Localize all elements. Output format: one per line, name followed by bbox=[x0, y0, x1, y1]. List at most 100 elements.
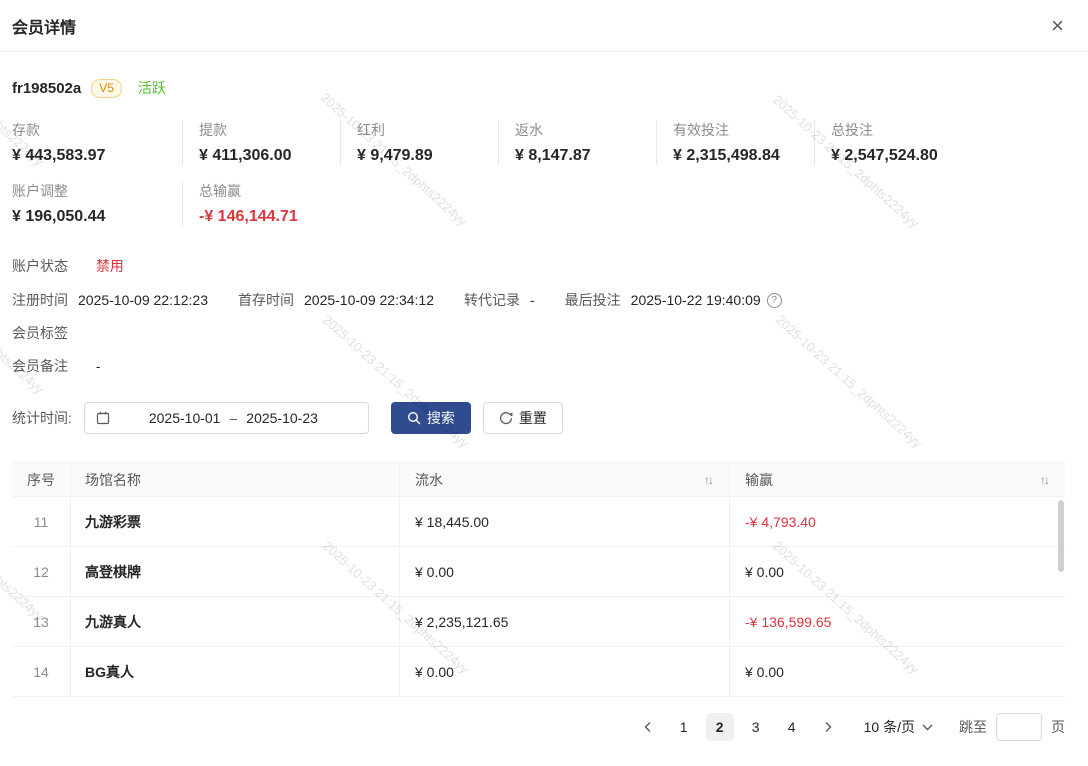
table-row: 12 高登棋牌 ¥ 0.00 ¥ 0.00 bbox=[12, 547, 1065, 597]
date-separator: – bbox=[229, 410, 238, 426]
close-icon[interactable]: × bbox=[1051, 12, 1064, 38]
page-size-select[interactable]: 10 条/页 bbox=[864, 717, 933, 737]
cell-turnover: ¥ 2,235,121.65 bbox=[400, 597, 730, 646]
member-summary: fr198502a V5 活跃 bbox=[12, 78, 1065, 98]
cell-turnover: ¥ 0.00 bbox=[400, 547, 730, 596]
dialog-body: fr198502a V5 活跃 存款 ¥ 443,583.97 提款 ¥ 411… bbox=[0, 78, 1088, 741]
venue-stats-table: 序号 场馆名称 流水 ↑↓ 输赢 ↑↓ 11 九游彩票 ¥ 18,445.00 … bbox=[12, 462, 1065, 697]
stat-deposit: 存款 ¥ 443,583.97 bbox=[12, 120, 182, 165]
stats-panel: 存款 ¥ 443,583.97 提款 ¥ 411,306.00 红利 ¥ 9,4… bbox=[12, 120, 1065, 226]
page-title: 会员详情 bbox=[12, 19, 77, 37]
page-button-1[interactable]: 1 bbox=[679, 719, 688, 735]
stat-total-bets: 总投注 ¥ 2,547,524.80 bbox=[814, 120, 972, 165]
page-jump: 跳至 页 bbox=[959, 713, 1065, 741]
table-row: 11 九游彩票 ¥ 18,445.00 -¥ 4,793.40 bbox=[12, 497, 1065, 547]
cell-seq: 11 bbox=[12, 497, 71, 546]
member-id: fr198502a bbox=[12, 79, 82, 97]
page-button-4[interactable]: 4 bbox=[787, 719, 796, 735]
stat-label: 总输赢 bbox=[199, 183, 241, 199]
last-bet-time: 最后投注 2025-10-22 19:40:09 ? bbox=[565, 290, 782, 310]
register-time: 注册时间 2025-10-09 22:12:23 bbox=[12, 290, 208, 310]
stat-value: ¥ 2,547,524.80 bbox=[831, 147, 938, 164]
account-status-row: 账户状态 禁用 bbox=[12, 256, 1065, 276]
date-end[interactable]: 2025-10-23 bbox=[246, 410, 318, 426]
date-range-picker[interactable]: 2025-10-01 – 2025-10-23 bbox=[83, 402, 369, 434]
account-status-label: 账户状态 bbox=[12, 258, 68, 274]
member-tags-label: 会员标签 bbox=[12, 325, 68, 341]
meta-value: - bbox=[530, 292, 535, 308]
column-header-winloss: 输赢 ↑↓ bbox=[730, 463, 1065, 496]
stat-total-winloss: 总输赢 -¥ 146,144.71 bbox=[182, 181, 340, 226]
jump-page-input[interactable] bbox=[996, 713, 1042, 741]
stat-withdrawal: 提款 ¥ 411,306.00 bbox=[182, 120, 340, 165]
stat-value: ¥ 443,583.97 bbox=[12, 147, 106, 164]
meta-label: 转代记录 bbox=[464, 292, 520, 308]
meta-value: 2025-10-09 22:34:12 bbox=[304, 292, 434, 308]
stat-bonus: 红利 ¥ 9,479.89 bbox=[340, 120, 498, 165]
help-circle-icon[interactable]: ? bbox=[766, 292, 782, 308]
page-size-value: 10 条/页 bbox=[863, 719, 915, 735]
date-range-values: 2025-10-01 – 2025-10-23 bbox=[110, 410, 357, 426]
calendar-icon bbox=[96, 411, 110, 425]
stat-label: 总投注 bbox=[831, 122, 873, 138]
table-header-row: 序号 场馆名称 流水 ↑↓ 输赢 ↑↓ bbox=[12, 463, 1065, 497]
first-deposit-time: 首存时间 2025-10-09 22:34:12 bbox=[238, 290, 434, 310]
stat-value: ¥ 9,479.89 bbox=[357, 147, 433, 164]
cell-turnover: ¥ 18,445.00 bbox=[400, 497, 730, 546]
column-header-label: 输赢 bbox=[745, 471, 773, 488]
table-row: 14 BG真人 ¥ 0.00 ¥ 0.00 bbox=[12, 647, 1065, 697]
page-button-2-active[interactable]: 2 bbox=[705, 713, 734, 741]
cell-seq: 12 bbox=[12, 547, 71, 596]
chevron-down-icon bbox=[922, 724, 933, 731]
member-tags-row: 会员标签 bbox=[12, 323, 1065, 343]
chevron-right-icon[interactable] bbox=[814, 713, 842, 741]
account-status-value: 禁用 bbox=[95, 258, 124, 274]
stat-label: 提款 bbox=[199, 122, 227, 138]
stat-value: ¥ 196,050.44 bbox=[12, 208, 106, 225]
stat-label: 账户调整 bbox=[12, 183, 68, 199]
jump-suffix: 页 bbox=[1051, 719, 1065, 735]
meta-label: 首存时间 bbox=[238, 292, 294, 308]
page-button-3[interactable]: 3 bbox=[751, 719, 760, 735]
pagination: 1 2 3 4 10 条/页 跳至 页 bbox=[12, 713, 1065, 741]
sort-icon[interactable]: ↑↓ bbox=[1040, 472, 1050, 487]
meta-value: 2025-10-09 22:12:23 bbox=[78, 292, 208, 308]
meta-value: 2025-10-22 19:40:09 bbox=[630, 292, 761, 308]
cell-winloss: -¥ 136,599.65 bbox=[745, 613, 832, 630]
stat-value: ¥ 2,315,498.84 bbox=[673, 147, 780, 164]
table-row: 13 九游真人 ¥ 2,235,121.65 -¥ 136,599.65 bbox=[12, 597, 1065, 647]
column-header-venue: 场馆名称 bbox=[71, 463, 400, 496]
dialog-header: 会员详情 × bbox=[0, 0, 1088, 52]
cell-winloss: ¥ 0.00 bbox=[745, 563, 784, 580]
cell-venue: 九游彩票 bbox=[71, 497, 400, 546]
search-button[interactable]: 搜索 bbox=[390, 402, 471, 434]
reset-button[interactable]: 重置 bbox=[482, 402, 563, 434]
stat-label: 有效投注 bbox=[673, 122, 729, 138]
member-remark-row: 会员备注 - bbox=[12, 356, 1065, 376]
reset-button-label: 重置 bbox=[518, 410, 547, 426]
stat-label: 返水 bbox=[515, 122, 543, 138]
cell-seq: 13 bbox=[12, 597, 71, 646]
stat-label: 存款 bbox=[12, 122, 40, 138]
meta-label: 最后投注 bbox=[564, 292, 621, 308]
search-button-label: 搜索 bbox=[426, 410, 455, 426]
column-header-label: 流水 bbox=[415, 471, 443, 488]
stat-label: 红利 bbox=[357, 122, 385, 138]
date-start[interactable]: 2025-10-01 bbox=[148, 410, 221, 426]
stat-account-adjustment: 账户调整 ¥ 196,050.44 bbox=[12, 181, 182, 226]
sort-icon[interactable]: ↑↓ bbox=[704, 472, 714, 487]
stat-value: ¥ 411,306.00 bbox=[199, 147, 292, 164]
cell-winloss: -¥ 4,793.40 bbox=[745, 513, 816, 530]
chevron-left-icon[interactable] bbox=[634, 713, 662, 741]
cell-turnover: ¥ 0.00 bbox=[400, 647, 730, 696]
member-meta-row: 注册时间 2025-10-09 22:12:23 首存时间 2025-10-09… bbox=[12, 290, 1065, 310]
cell-venue: 九游真人 bbox=[71, 597, 400, 646]
table-scrollbar-thumb[interactable] bbox=[1058, 500, 1064, 572]
member-activity-status: 活跃 bbox=[137, 80, 166, 96]
stat-value: ¥ 8,147.87 bbox=[515, 147, 591, 164]
meta-label: 注册时间 bbox=[12, 292, 68, 308]
agent-transfer-record: 转代记录 - bbox=[464, 290, 535, 310]
search-icon bbox=[407, 411, 421, 425]
jump-label: 跳至 bbox=[959, 719, 987, 735]
stat-rebate: 返水 ¥ 8,147.87 bbox=[498, 120, 656, 165]
